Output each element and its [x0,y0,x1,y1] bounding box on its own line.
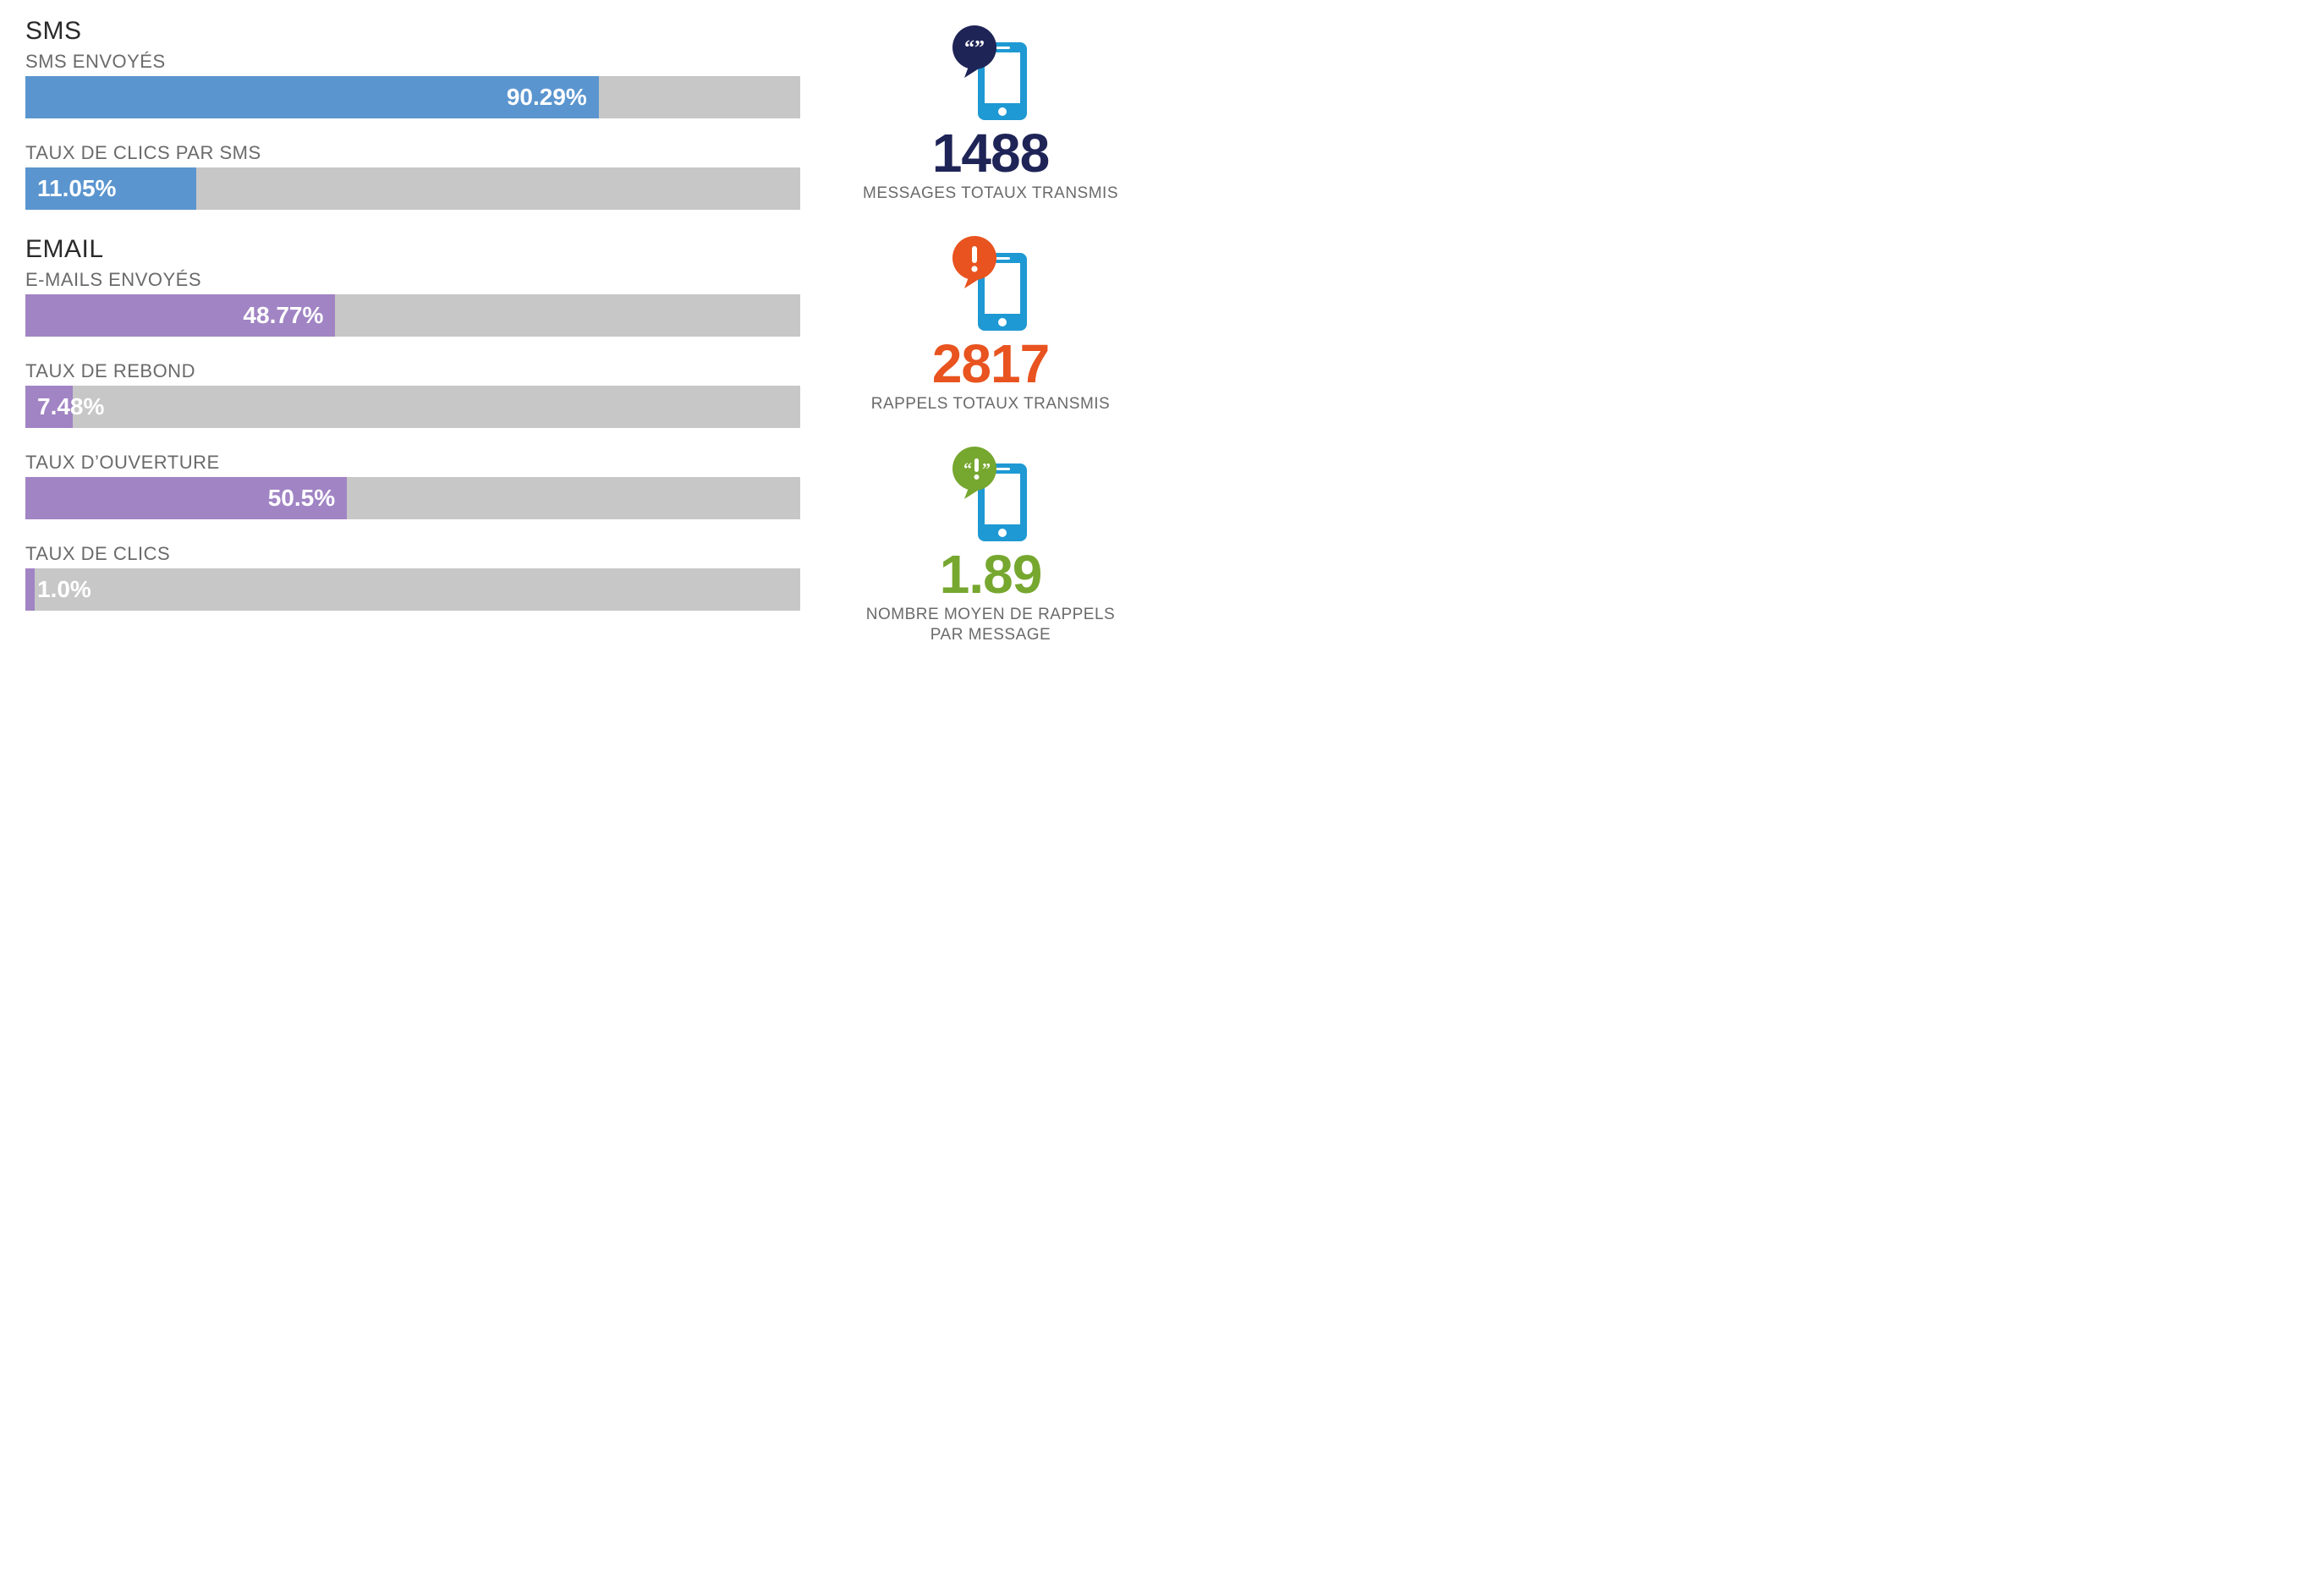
bar-value: 1.0% [25,568,103,611]
email-title: EMAIL [25,235,800,264]
bar-label: TAUX DE REBOND [25,360,800,382]
quote-bubble-phone-icon: “” [851,22,1130,123]
svg-text:”: ” [982,460,991,479]
bar-label: E-MAILS ENVOYÉS [25,269,800,291]
left-column: SMS SMS ENVOYÉS 90.29% TAUX DE CLICS PAR S… [25,17,800,645]
bar-value: 11.05% [25,167,128,210]
bar-bg [25,568,800,611]
right-column: “” 1488MESSAGES TOTAUX TRANSMIS 2817RAPP… [851,17,1130,645]
alert-bubble-phone-icon [851,233,1130,334]
quote-alert-bubble-phone-icon: “ ” [851,443,1130,545]
bar-group: TAUX DE CLICS PAR SMS 11.05% [25,142,800,210]
stat-card: 2817RAPPELS TOTAUX TRANSMIS [851,233,1130,414]
bar-track: 11.05% [25,167,800,210]
dashboard-layout: SMS SMS ENVOYÉS 90.29% TAUX DE CLICS PAR S… [25,17,1130,645]
bar-value: 48.77% [25,294,335,337]
bar-group: E-MAILS ENVOYÉS 48.77% [25,269,800,337]
bar-group: SMS ENVOYÉS 90.29% [25,51,800,118]
svg-text:“: “ [963,460,972,479]
bar-track: 7.48% [25,386,800,428]
bar-group: TAUX D’OUVERTURE 50.5% [25,452,800,519]
sms-title: SMS [25,17,800,46]
stat-icon-svg: “ ” [944,443,1037,545]
bar-value: 90.29% [25,76,599,118]
bar-track: 90.29% [25,76,800,118]
sms-section: SMS SMS ENVOYÉS 90.29% TAUX DE CLICS PAR S… [25,17,800,210]
stat-number: 1.89 [851,546,1130,603]
stat-icon-svg: “” [944,22,1037,123]
stat-card: “” 1488MESSAGES TOTAUX TRANSMIS [851,22,1130,204]
bar-track: 50.5% [25,477,800,519]
stat-number: 1488 [851,125,1130,182]
stat-caption: RAPPELS TOTAUX TRANSMIS [851,394,1130,414]
stat-caption: MESSAGES TOTAUX TRANSMIS [851,184,1130,204]
stat-caption: NOMBRE MOYEN DE RAPPELS PAR MESSAGE [851,605,1130,645]
bar-group: TAUX DE CLICS 1.0% [25,543,800,611]
stat-number: 2817 [851,336,1130,392]
email-section: EMAIL E-MAILS ENVOYÉS 48.77% TAUX DE REBON… [25,235,800,611]
bar-group: TAUX DE REBOND 7.48% [25,360,800,428]
bar-label: TAUX DE CLICS [25,543,800,565]
stat-icon-svg [944,233,1037,334]
bar-label: TAUX DE CLICS PAR SMS [25,142,800,164]
bar-value: 7.48% [25,386,116,428]
bar-track: 48.77% [25,294,800,337]
bar-track: 1.0% [25,568,800,611]
bar-label: TAUX D’OUVERTURE [25,452,800,474]
bar-value: 50.5% [25,477,347,519]
stat-card: “ ” 1.89NOMBRE MOYEN DE RAPPELS PAR MESS… [851,443,1130,645]
bar-bg [25,386,800,428]
svg-text:“”: “” [964,37,985,59]
bar-label: SMS ENVOYÉS [25,51,800,73]
